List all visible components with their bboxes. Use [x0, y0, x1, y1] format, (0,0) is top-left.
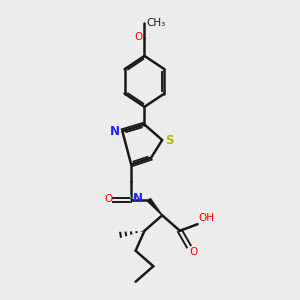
Text: S: S [165, 134, 173, 146]
Text: O: O [104, 194, 112, 204]
Text: OH: OH [199, 213, 215, 223]
Text: N: N [134, 192, 143, 205]
Text: CH₃: CH₃ [147, 18, 166, 28]
Polygon shape [147, 199, 162, 215]
Text: O: O [134, 32, 142, 42]
Text: N: N [110, 125, 120, 138]
Text: H: H [129, 194, 137, 204]
Text: O: O [190, 248, 198, 257]
